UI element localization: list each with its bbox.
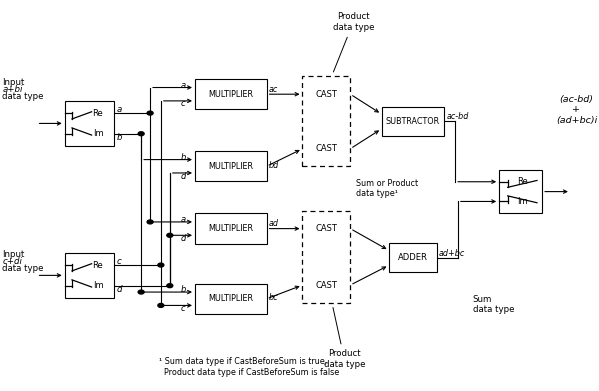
Text: Im: Im	[518, 197, 528, 206]
Text: MULTIPLIER: MULTIPLIER	[208, 294, 253, 303]
Text: Im: Im	[93, 281, 103, 290]
Text: Sum
data type: Sum data type	[473, 295, 515, 314]
Text: a+bi: a+bi	[2, 85, 23, 94]
Text: Product
data type: Product data type	[332, 13, 374, 72]
Circle shape	[147, 220, 153, 224]
FancyBboxPatch shape	[195, 283, 267, 314]
Text: b: b	[180, 285, 186, 294]
Text: CAST: CAST	[316, 144, 337, 153]
FancyBboxPatch shape	[195, 151, 267, 181]
Text: bd: bd	[268, 161, 279, 170]
Circle shape	[167, 233, 173, 237]
Text: MULTIPLIER: MULTIPLIER	[208, 90, 253, 99]
Text: a: a	[180, 215, 186, 224]
Text: b: b	[180, 152, 186, 161]
Text: ac-bd: ac-bd	[446, 112, 468, 121]
Text: data type: data type	[2, 264, 44, 273]
FancyBboxPatch shape	[195, 79, 267, 109]
Circle shape	[158, 303, 164, 307]
Text: d: d	[180, 172, 186, 181]
Text: CAST: CAST	[316, 90, 337, 99]
Text: ad: ad	[268, 219, 279, 228]
Text: SUBTRACTOR: SUBTRACTOR	[386, 117, 440, 126]
Text: c: c	[181, 99, 185, 108]
Text: b: b	[117, 133, 122, 142]
Text: (ac-bd)
+
(ad+bc)i: (ac-bd) + (ad+bc)i	[556, 95, 597, 125]
Text: Re: Re	[518, 177, 528, 186]
Text: d: d	[180, 234, 186, 243]
Circle shape	[147, 111, 153, 115]
Text: ¹ Sum data type if CastBeforeSum is true,
  Product data type if CastBeforeSum i: ¹ Sum data type if CastBeforeSum is true…	[159, 357, 339, 377]
Text: Product
data type: Product data type	[323, 307, 365, 369]
Text: Input: Input	[2, 78, 25, 87]
Text: ad+bc: ad+bc	[438, 249, 465, 258]
FancyBboxPatch shape	[382, 107, 444, 136]
Circle shape	[167, 284, 173, 288]
Circle shape	[138, 290, 144, 294]
Text: ADDER: ADDER	[398, 253, 428, 262]
FancyBboxPatch shape	[65, 101, 114, 146]
FancyBboxPatch shape	[65, 253, 114, 298]
Text: Sum or Product
data type¹: Sum or Product data type¹	[356, 179, 418, 198]
Circle shape	[138, 132, 144, 136]
Text: d: d	[117, 285, 122, 294]
FancyBboxPatch shape	[499, 170, 542, 213]
Text: c+di: c+di	[2, 257, 22, 266]
Text: a: a	[180, 81, 186, 90]
FancyBboxPatch shape	[302, 211, 350, 303]
Text: MULTIPLIER: MULTIPLIER	[208, 162, 253, 171]
Text: a: a	[117, 106, 122, 115]
Text: CAST: CAST	[316, 224, 337, 233]
Text: bc: bc	[268, 293, 278, 302]
Text: MULTIPLIER: MULTIPLIER	[208, 224, 253, 233]
Text: ac: ac	[268, 85, 278, 94]
Text: Re: Re	[93, 260, 104, 269]
Text: Re: Re	[93, 109, 104, 118]
FancyBboxPatch shape	[302, 77, 350, 167]
Text: CAST: CAST	[316, 281, 337, 290]
FancyBboxPatch shape	[389, 243, 437, 273]
Text: Im: Im	[93, 129, 103, 138]
Text: c: c	[181, 304, 185, 313]
Text: Input: Input	[2, 250, 25, 259]
Text: data type: data type	[2, 92, 44, 101]
FancyBboxPatch shape	[195, 213, 267, 244]
Text: c: c	[117, 257, 122, 266]
Circle shape	[158, 263, 164, 267]
